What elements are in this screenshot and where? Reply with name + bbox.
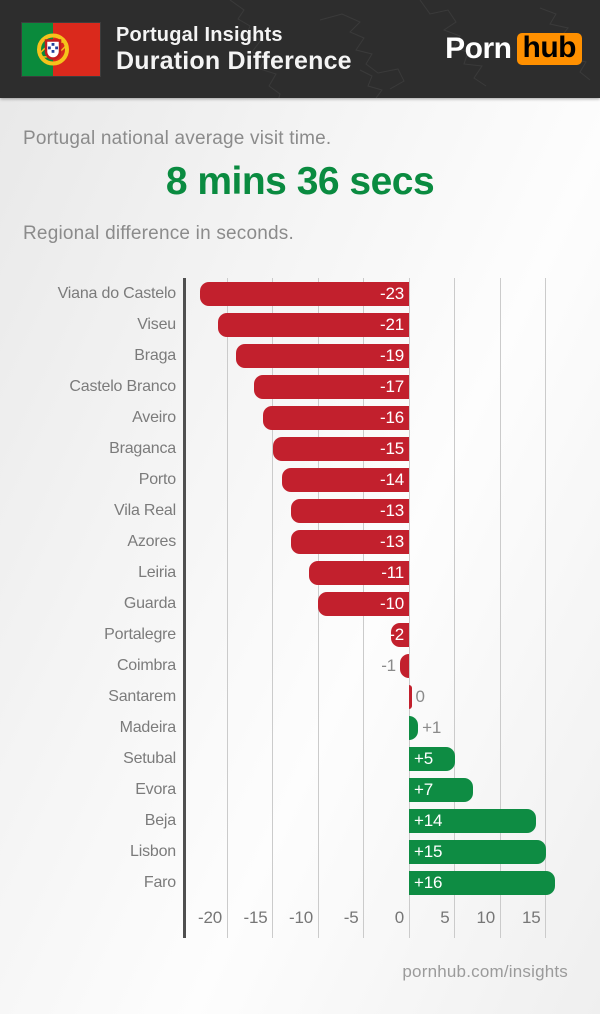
value-label: +14	[414, 810, 443, 830]
region-label: Vila Real	[114, 502, 176, 519]
bar	[290, 529, 409, 554]
pornhub-logo: Porn hub	[445, 32, 582, 66]
region-label: Aveiro	[132, 409, 176, 426]
region-label: Lisbon	[130, 843, 176, 860]
value-label: -10	[380, 593, 404, 613]
x-axis-tick-label: -5	[343, 908, 359, 927]
region-label: Porto	[138, 471, 176, 488]
gridline	[499, 278, 501, 938]
bar	[390, 622, 409, 647]
value-label: +1	[422, 717, 442, 737]
bar	[236, 343, 409, 368]
bar	[409, 746, 455, 771]
region-label: Viseu	[137, 316, 176, 333]
value-label: +15	[414, 841, 443, 861]
logo-text-porn: Porn	[445, 32, 512, 65]
value-label: -11	[381, 562, 404, 582]
gridline	[226, 278, 228, 938]
bar	[409, 870, 555, 895]
footer-link: pornhub.com/insights	[402, 962, 568, 981]
bar	[399, 653, 409, 678]
bar	[281, 467, 409, 492]
region-label: Guarda	[123, 595, 176, 612]
bar	[409, 808, 537, 833]
bar	[263, 405, 409, 430]
gridline	[272, 278, 273, 938]
world-map-decoration	[229, 0, 591, 98]
region-label: Beja	[144, 812, 176, 829]
subtitle-average-visit: Portugal national average visit time.	[23, 128, 332, 149]
y-axis-line	[183, 278, 186, 938]
gridline	[545, 278, 546, 938]
bar	[409, 715, 419, 740]
x-axis-tick-label: 10	[476, 908, 495, 927]
chart: -20 -15 -10 -5 0 5 10 15 Viana do Castelo -23 Vise…	[0, 278, 600, 938]
bar	[308, 560, 409, 585]
value-label: +7	[414, 779, 433, 799]
value-label: -2	[389, 624, 404, 644]
x-axis-tick-label: 5	[440, 908, 450, 927]
bar	[409, 684, 412, 709]
x-axis-tick-label: -20	[198, 908, 222, 927]
value-label: -23	[380, 283, 404, 303]
value-label: +5	[414, 748, 433, 768]
x-axis-tick-label: -10	[289, 908, 313, 927]
gridline	[454, 278, 455, 938]
value-label: -17	[380, 376, 404, 396]
bar	[254, 374, 409, 399]
value-label: -16	[380, 407, 404, 427]
value-label: +16	[414, 872, 443, 892]
region-label: Castelo Branco	[69, 378, 176, 395]
region-label: Viana do Castelo	[57, 285, 177, 302]
x-axis-tick-label: 15	[521, 908, 541, 927]
header: Portugal Insights Duration Difference Po…	[0, 0, 600, 98]
x-axis-tick-label: 0	[394, 908, 404, 927]
value-label: 0	[415, 686, 425, 706]
region-label: Azores	[127, 533, 176, 550]
value-label: -19	[380, 345, 404, 365]
value-label: -14	[380, 469, 404, 489]
average-visit-time-value: 8 mins 36 secs	[165, 160, 435, 203]
region-label: Madeira	[119, 719, 177, 736]
bar	[217, 312, 409, 337]
region-label: Braga	[134, 347, 176, 364]
region-label: Faro	[143, 874, 176, 891]
region-label: Evora	[135, 781, 176, 798]
logo-text-hub: hub	[516, 33, 582, 65]
bar	[409, 777, 473, 802]
region-label: Leiria	[138, 564, 176, 581]
bar	[199, 281, 409, 306]
value-label: -13	[380, 500, 404, 520]
bar	[409, 839, 546, 864]
region-label: Setubal	[123, 750, 176, 767]
report-title: Duration Difference	[116, 47, 352, 75]
region-label: Braganca	[109, 440, 176, 457]
x-axis-tick-label: -15	[243, 908, 268, 927]
portugal-flag-icon	[22, 23, 100, 76]
gridline	[408, 278, 410, 938]
region-label: Coimbra	[116, 657, 176, 674]
region-label: Portalegre	[104, 626, 176, 643]
report-series-title: Portugal Insights	[116, 24, 283, 46]
region-label: Santarem	[108, 688, 176, 705]
bar	[272, 436, 409, 461]
value-label: -1	[381, 655, 396, 675]
bar	[318, 591, 409, 616]
bar	[290, 498, 409, 523]
value-label: -15	[380, 438, 404, 458]
value-label: -21	[380, 314, 404, 334]
value-label: -13	[380, 531, 404, 551]
subtitle-regional-difference: Regional difference in seconds.	[23, 223, 294, 244]
